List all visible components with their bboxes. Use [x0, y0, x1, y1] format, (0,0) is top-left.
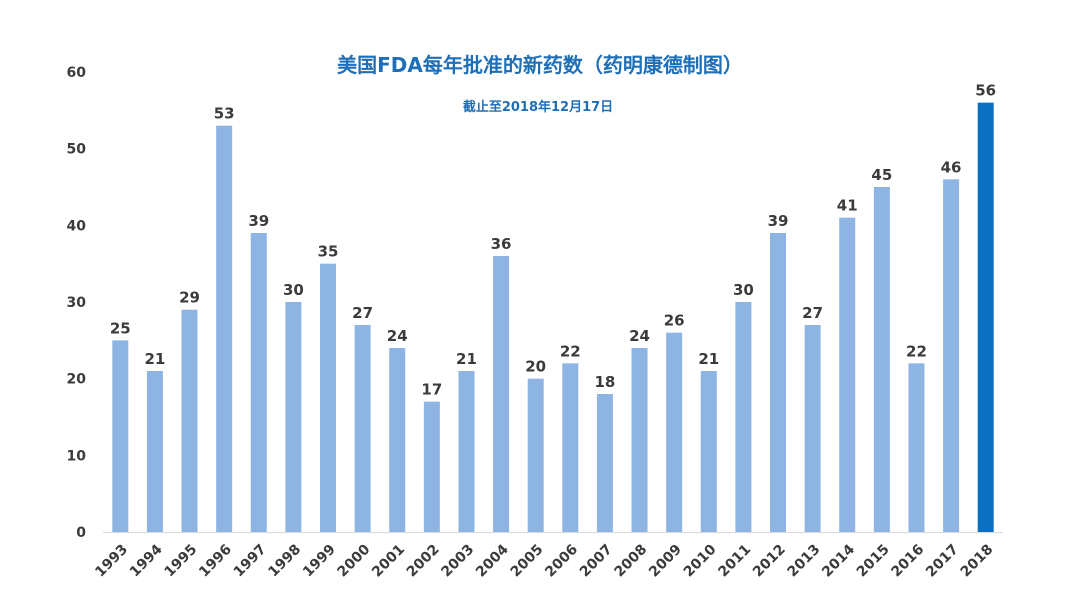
y-tick-label: 10: [67, 448, 87, 464]
bar-2012: [770, 233, 786, 532]
x-tick-label-2009: 2009: [646, 542, 685, 581]
y-tick-label: 40: [67, 218, 87, 234]
value-label-1998: 30: [283, 281, 304, 299]
value-label-1994: 21: [144, 350, 165, 368]
x-tick-label-2011: 2011: [715, 542, 754, 581]
y-tick-label: 50: [67, 142, 87, 158]
bar-1997: [250, 233, 267, 532]
value-label-1995: 29: [179, 289, 200, 307]
x-tick-label-2002: 2002: [404, 542, 443, 581]
bar-2004: [493, 256, 510, 532]
x-tick-label-2000: 2000: [335, 541, 374, 580]
bar-2011: [735, 302, 752, 532]
bar-2018: [977, 102, 994, 533]
value-label-2006: 22: [560, 342, 581, 360]
x-tick-label-2007: 2007: [577, 542, 616, 581]
bar-1999: [320, 263, 336, 532]
value-label-2012: 39: [768, 212, 789, 230]
bar-1993: [112, 340, 129, 532]
bar-2003: [458, 371, 475, 532]
x-tick-label-2015: 2015: [854, 542, 893, 581]
x-tick-label-2001: 2001: [369, 542, 408, 581]
x-tick-label-1998: 1998: [265, 542, 304, 581]
value-label-2002: 17: [421, 381, 442, 399]
x-tick-label-1993: 1993: [92, 542, 131, 581]
value-labels-group: 25 21 29 53 39 30 35 27 24 17 21 36 20 22 18 24 26 21 30 39…: [110, 82, 996, 399]
value-label-2013: 27: [802, 304, 823, 322]
value-label-1993: 25: [110, 319, 131, 337]
bar-2005: [527, 378, 544, 532]
bar-2017: [943, 179, 960, 533]
x-tick-label-2003: 2003: [438, 542, 477, 581]
bar-2002: [423, 401, 440, 532]
bar-2009: [666, 332, 683, 532]
y-tick-label: 0: [76, 525, 86, 541]
y-tick-label: 60: [67, 65, 87, 81]
x-tick-label-2008: 2008: [611, 542, 650, 581]
value-label-1999: 35: [318, 243, 339, 261]
value-label-2009: 26: [664, 312, 685, 330]
value-label-2014: 41: [837, 197, 858, 215]
bar-1996: [216, 125, 233, 533]
x-tick-label-2018: 2018: [958, 542, 997, 581]
x-tick-label-2012: 2012: [750, 542, 789, 581]
x-axis: 1993199419951996199719981999200020012002…: [92, 532, 1003, 581]
x-tick-label-2010: 2010: [681, 541, 720, 580]
bar-1995: [181, 309, 198, 532]
value-label-2005: 20: [525, 358, 546, 376]
x-tick-label-2016: 2016: [888, 542, 927, 581]
value-label-1997: 39: [248, 212, 269, 230]
value-label-2011: 30: [733, 281, 754, 299]
x-tick-label-2006: 2006: [542, 542, 581, 581]
value-label-2001: 24: [387, 327, 408, 345]
bar-2000: [354, 325, 371, 532]
value-label-2000: 27: [352, 304, 373, 322]
bar-1998: [285, 302, 302, 532]
y-tick-label: 20: [67, 372, 87, 388]
x-tick-label-1995: 1995: [161, 542, 200, 581]
bar-2014: [839, 217, 856, 532]
bar-1994: [146, 371, 163, 532]
value-label-2003: 21: [456, 350, 477, 368]
bar-2008: [631, 348, 648, 532]
value-label-2018: 56: [975, 82, 996, 100]
bars-group: [112, 102, 994, 533]
bar-2006: [562, 363, 579, 532]
x-tick-label-1994: 1994: [127, 541, 166, 580]
y-tick-label: 30: [67, 295, 87, 311]
x-tick-label-1996: 1996: [196, 542, 235, 581]
value-label-2004: 36: [491, 235, 512, 253]
x-tick-label-2004: 2004: [473, 541, 512, 580]
bar-2015: [873, 187, 890, 532]
x-tick-label-2005: 2005: [508, 542, 547, 581]
value-label-2007: 18: [594, 373, 615, 391]
value-label-2015: 45: [871, 166, 892, 184]
y-axis: 0 10 20 30 40 50 60: [67, 65, 87, 541]
chart-title: 美国FDA每年批准的新药数（药明康德制图）: [337, 53, 743, 77]
value-label-1996: 53: [214, 105, 235, 123]
bar-2016: [908, 363, 925, 532]
bar-2010: [700, 371, 717, 532]
x-tick-label-2017: 2017: [923, 542, 962, 581]
bar-2013: [804, 325, 821, 532]
value-label-2008: 24: [629, 327, 650, 345]
x-tick-label-1999: 1999: [300, 542, 339, 581]
value-label-2010: 21: [698, 350, 719, 368]
x-tick-label-1997: 1997: [231, 542, 270, 581]
x-tick-label-2014: 2014: [819, 541, 858, 580]
bar-2007: [596, 394, 613, 532]
x-tick-label-2013: 2013: [785, 542, 824, 581]
chart-subtitle: 截止至2018年12月17日: [463, 99, 613, 115]
value-label-2017: 46: [941, 158, 962, 176]
value-label-2016: 22: [906, 342, 927, 360]
bar-2001: [389, 348, 406, 532]
